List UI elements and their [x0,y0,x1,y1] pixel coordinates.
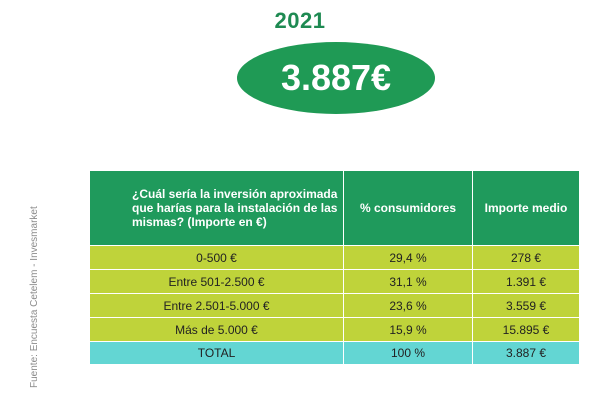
consumers-percent-header: % consumidores [343,170,473,246]
total-amount-cell: 3.887 € [472,341,580,365]
table-header-row: ¿Cuál sería la inversión aproximada que … [89,170,580,246]
year-title: 2021 [274,8,326,33]
total-label-cell: TOTAL [89,341,344,365]
range-cell: 0-500 € [89,245,344,270]
question-header: ¿Cuál sería la inversión aproximada que … [89,170,344,246]
total-row: TOTAL 100 % 3.887 € [89,341,580,365]
total-percent-cell: 100 % [343,341,473,365]
percent-cell: 23,6 % [343,293,473,318]
range-cell: Más de 5.000 € [89,317,344,342]
range-cell: Entre 501-2.500 € [89,269,344,294]
amount-cell: 15.895 € [472,317,580,342]
amount-cell: 278 € [472,245,580,270]
percent-cell: 31,1 % [343,269,473,294]
amount-cell: 1.391 € [472,269,580,294]
source-note: Fuente: Encuesta Cetelem - Invesmarket [29,206,40,388]
average-amount-value: 3.887€ [280,57,392,98]
investment-table: ¿Cuál sería la inversión aproximada que … [89,170,580,365]
percent-cell: 29,4 % [343,245,473,270]
table-row: 0-500 € 29,4 % 278 € [89,245,580,270]
table-row: Entre 501-2.500 € 31,1 % 1.391 € [89,269,580,294]
table-row: Entre 2.501-5.000 € 23,6 % 3.559 € [89,293,580,318]
range-cell: Entre 2.501-5.000 € [89,293,344,318]
average-amount-header: Importe medio [472,170,580,246]
amount-cell: 3.559 € [472,293,580,318]
average-amount-badge: 3.887€ [237,42,435,114]
percent-cell: 15,9 % [343,317,473,342]
table-row: Más de 5.000 € 15,9 % 15.895 € [89,317,580,342]
